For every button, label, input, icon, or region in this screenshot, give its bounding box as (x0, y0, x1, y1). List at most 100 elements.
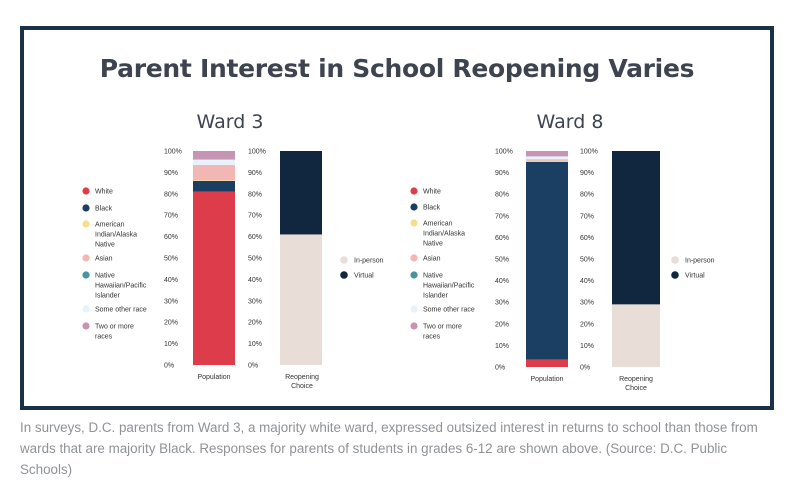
ward-3-population-tick-80pct: 80% (164, 191, 178, 198)
ward-8-title: Ward 8 (537, 111, 604, 133)
ward-8-population-segment-american-indian-alaska-native (526, 160, 568, 162)
ward-8-population-tick-60pct: 60% (495, 235, 509, 242)
ward-8-legend-label-american_indian-line-1: American (423, 221, 453, 228)
ward-3-choice-tick-50pct: 50% (248, 256, 262, 263)
ward-8-legend-swatch-virtual (671, 271, 679, 279)
ward-3-legend-swatch-two_or_more (82, 322, 90, 330)
ward-8-choice-tick-100pct: 100% (580, 149, 598, 156)
ward-8-legend-label-native_hawaiian-line-2: Hawaiian/Pacific (423, 283, 475, 290)
ward-8-choice-tick-80pct: 80% (580, 192, 594, 199)
ward-3-legend-label-some_other-line-1: Some other race (95, 307, 147, 314)
ward-8-choice-tick-50pct: 50% (580, 257, 594, 264)
ward-3-legend-swatch-some_other (82, 305, 90, 313)
ward-3-choice-tick-70pct: 70% (248, 213, 262, 220)
ward-3-legend-label-two_or_more-line-2: races (95, 334, 113, 341)
ward-8-choice-tick-10pct: 10% (580, 343, 594, 350)
ward-3-choice-tick-90pct: 90% (248, 170, 262, 177)
ward-3-category-choice-line-1: Reopening (285, 374, 319, 381)
ward-8-population-tick-90pct: 90% (495, 170, 509, 177)
ward-8-population-segment-two-or-more-races (526, 151, 568, 157)
ward-8-legend-swatch-in_person (671, 256, 679, 264)
ward-3-legend-label-virtual: Virtual (354, 273, 374, 280)
ward-8-choice-tick-30pct: 30% (580, 300, 594, 307)
ward-8-choice-tick-60pct: 60% (580, 235, 594, 242)
ward-3-population-tick-70pct: 70% (164, 213, 178, 220)
ward-3-choice-tick-80pct: 80% (248, 191, 262, 198)
ward-8-population-tick-10pct: 10% (495, 343, 509, 350)
ward-3-legend-swatch-native_hawaiian (82, 271, 90, 279)
ward-8-population-segment-white (526, 359, 568, 367)
ward-8-legend-label-two_or_more-line-1: Two or more (423, 324, 462, 331)
ward-8-legend-swatch-native_hawaiian (410, 271, 418, 279)
ward-8-legend-label-white-line-1: White (423, 189, 441, 196)
ward-8-legend-label-two_or_more-line-2: races (423, 334, 441, 341)
ward-3-population-segment-some-other-race (193, 159, 235, 166)
ward-8-legend-label-asian-line-1: Asian (423, 256, 441, 263)
ward-8-choice-tick-40pct: 40% (580, 278, 594, 285)
figure-caption: In surveys, D.C. parents from Ward 3, a … (20, 420, 758, 477)
ward-3-category-population: Population (197, 374, 230, 381)
ward-8-choice-tick-90pct: 90% (580, 170, 594, 177)
ward-8-legend-label-black-line-1: Black (423, 205, 441, 212)
ward-3-population-tick-10pct: 10% (164, 341, 178, 348)
ward-8-legend-label-some_other-line-1: Some other race (423, 307, 475, 314)
ward-8-legend-swatch-two_or_more (410, 322, 418, 330)
ward-3-category-choice-line-2: Choice (291, 383, 313, 390)
ward-8-choice-segment-virtual (612, 151, 660, 305)
ward-3-legend-swatch-black (82, 204, 90, 212)
ward-3-choice-tick-20pct: 20% (248, 320, 262, 327)
ward-8-choice-tick-70pct: 70% (580, 213, 594, 220)
ward-8-population-tick-80pct: 80% (495, 192, 509, 199)
ward-3-population-tick-0pct: 0% (164, 363, 174, 370)
ward-8-population-tick-40pct: 40% (495, 278, 509, 285)
ward-8-population-segment-asian (526, 160, 568, 161)
ward-3-population-segment-two-or-more-races (193, 151, 235, 160)
ward-3-population-tick-30pct: 30% (164, 298, 178, 305)
ward-3-population-tick-90pct: 90% (164, 170, 178, 177)
chart-figure: Parent Interest in School Reopening Vari… (20, 26, 774, 410)
ward-3-population-segment-asian (193, 165, 235, 181)
ward-8-legend-label-virtual: Virtual (685, 273, 705, 280)
ward-3-legend-label-two_or_more-line-1: Two or more (95, 324, 134, 331)
ward-3-choice-tick-40pct: 40% (248, 277, 262, 284)
ward-3-legend-label-native_hawaiian-line-2: Hawaiian/Pacific (95, 283, 147, 290)
chart-canvas: Ward 3 0% 0% 10% 10% 20% 20% 30% 30% 40% 40% 50% 50%… (82, 111, 715, 392)
ward-3-legend-swatch-asian (82, 254, 90, 262)
ward-8-population-tick-30pct: 30% (495, 300, 509, 307)
ward-3-title: Ward 3 (197, 111, 264, 133)
ward-3-legend-swatch-virtual (340, 271, 348, 279)
ward-3-population-tick-40pct: 40% (164, 277, 178, 284)
ward-8-legend-label-native_hawaiian-line-1: Native (423, 273, 443, 280)
ward-8-category-choice-line-2: Choice (625, 385, 647, 392)
ward-8-legend-swatch-black (410, 203, 418, 211)
ward-8-legend-label-american_indian-line-2: Indian/Alaska (423, 231, 465, 238)
ward-8-legend-swatch-white (410, 187, 418, 195)
ward-3-choice-tick-10pct: 10% (248, 341, 262, 348)
ward-8-population-tick-0pct: 0% (495, 365, 505, 372)
ward-3-legend-label-native_hawaiian-line-1: Native (95, 273, 115, 280)
ward-3-legend-label-native_hawaiian-line-3: Islander (95, 293, 121, 300)
ward-8-population-segment-black (526, 161, 568, 360)
ward-3-legend-label-black-line-1: Black (95, 206, 113, 213)
ward-8-population-tick-70pct: 70% (495, 213, 509, 220)
ward-8-population-tick-20pct: 20% (495, 321, 509, 328)
ward-3-choice-tick-0pct: 0% (248, 363, 258, 370)
ward-3-legend-label-american_indian-line-3: Native (95, 242, 115, 249)
ward-3-choice-segment-in-person (280, 234, 322, 365)
ward-3-legend-label-american_indian-line-1: American (95, 222, 125, 229)
ward-3-legend-swatch-in_person (340, 256, 348, 264)
ward-8-category-choice-line-1: Reopening (619, 376, 653, 383)
ward-8-legend-label-american_indian-line-3: Native (423, 241, 443, 248)
ward-3-choice-tick-60pct: 60% (248, 234, 262, 241)
ward-3-choice-segment-virtual (280, 151, 322, 235)
chart-title: Parent Interest in School Reopening Vari… (99, 54, 695, 83)
ward-8-population-tick-50pct: 50% (495, 257, 509, 264)
ward-3-population-tick-20pct: 20% (164, 320, 178, 327)
ward-3-population-tick-100pct: 100% (164, 149, 182, 156)
ward-8-legend-swatch-asian (410, 254, 418, 262)
ward-3-population-segment-black (193, 180, 235, 192)
ward-3-choice-tick-30pct: 30% (248, 298, 262, 305)
ward-8-legend-swatch-american_indian (410, 219, 418, 227)
ward-3-legend-swatch-white (82, 187, 90, 195)
ward-3-population-segment-american-indian-alaska-native (193, 180, 235, 181)
